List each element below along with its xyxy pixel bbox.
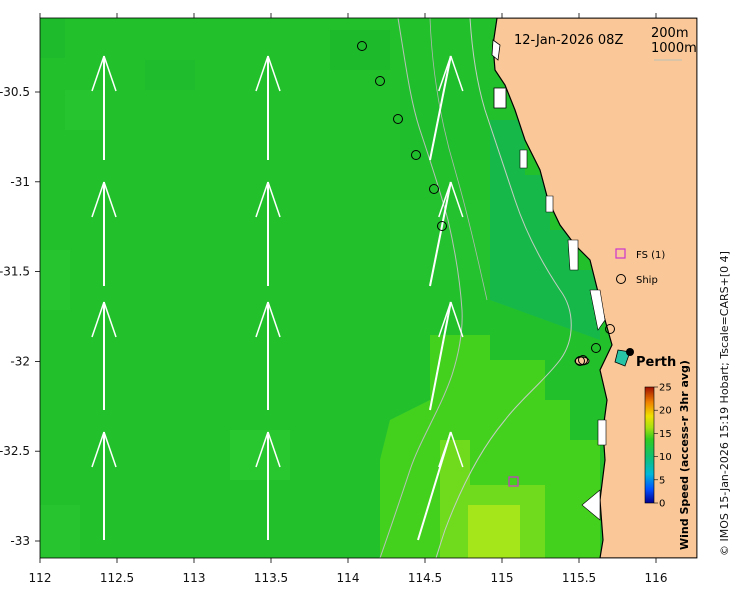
y-tick-label: -32 [10,354,30,368]
ship-position [575,356,585,366]
colorbar-tick-label: 15 [659,429,672,440]
legend-fs-label: FS (1) [636,250,665,261]
x-tick-label: 115 [491,571,514,585]
ship-position [357,41,367,51]
y-tick-label: -31.5 [0,265,30,279]
peak-wind-cell [468,505,520,558]
ship-position [393,114,403,124]
perth-marker [626,348,634,356]
north-arrow-icon [255,431,281,540]
contour-legend-200m: 200m [651,26,688,41]
city-label-perth: Perth [636,355,676,370]
ship-position [437,221,447,231]
ship-track [357,41,615,366]
north-arrow-icon [91,301,117,410]
y-tick-label: -31 [10,175,30,189]
north-arrow-icon [255,181,281,286]
ship-position [591,343,601,353]
x-tick-label: 114 [337,571,360,585]
x-tick-label: 112 [29,571,52,585]
contour-200m [435,18,572,558]
wind-field-cells [40,18,490,558]
x-tick-label: 115.5 [562,571,596,585]
contour-legend-1000m: 1000m [651,41,697,56]
x-tick-label: 113.5 [254,571,288,585]
credit-text: © IMOS 15-Jan-2026 15:19 Hobart; Tscale=… [718,251,731,556]
x-tick-label: 113 [183,571,206,585]
timestamp-label: 12-Jan-2026 08Z [514,33,623,48]
contour-1000m [379,18,463,558]
north-arrow-icon [429,301,464,411]
colorbar-title: Wind Speed (access-r 3hr avg) [678,360,691,550]
north-arrow-icon [255,55,281,160]
plot-frame [39,17,698,559]
north-arrow-icon [417,431,464,541]
x-tick-label: 114.5 [408,571,442,585]
y-tick-label: -32.5 [0,444,30,458]
north-arrow-icon [255,301,281,410]
ship-position [411,150,421,160]
fs-marker [508,476,519,487]
y-tick-label: -30.5 [0,85,30,99]
colorbar-tick-label: 10 [659,452,672,463]
x-tick-label: 116 [645,571,668,585]
colorbar-ticks: 25 20 15 10 5 0 [654,383,672,510]
ship-position [429,184,439,194]
colorbar-tick-label: 5 [659,475,665,486]
y-tick-label: -33 [10,534,30,548]
north-arrow-icon [429,55,464,161]
x-axis-ticks: 112 112.5 113 113.5 114 114.5 115 115.5 116 [29,13,668,585]
circle-icon [616,274,626,284]
colorbar-tick-label: 0 [659,499,665,510]
north-arrow-icon [91,431,117,540]
north-arrow-icon [91,181,117,286]
wind-arrows [91,55,464,541]
colorbar-tick-label: 20 [659,406,672,417]
ship-position [375,76,385,86]
legend-ship-label: Ship [636,275,658,286]
y-axis-ticks: -30.5 -31 -31.5 -32 -32.5 -33 [0,85,40,548]
north-arrow-icon [429,181,464,287]
north-arrow-icon [91,55,117,160]
plot-area [40,18,697,558]
nearshore-zone [490,120,600,340]
colorbar-tick-label: 25 [659,383,672,394]
x-tick-label: 112.5 [100,571,134,585]
ship-position [605,324,615,334]
colorbar [644,386,655,504]
square-icon [615,248,626,259]
